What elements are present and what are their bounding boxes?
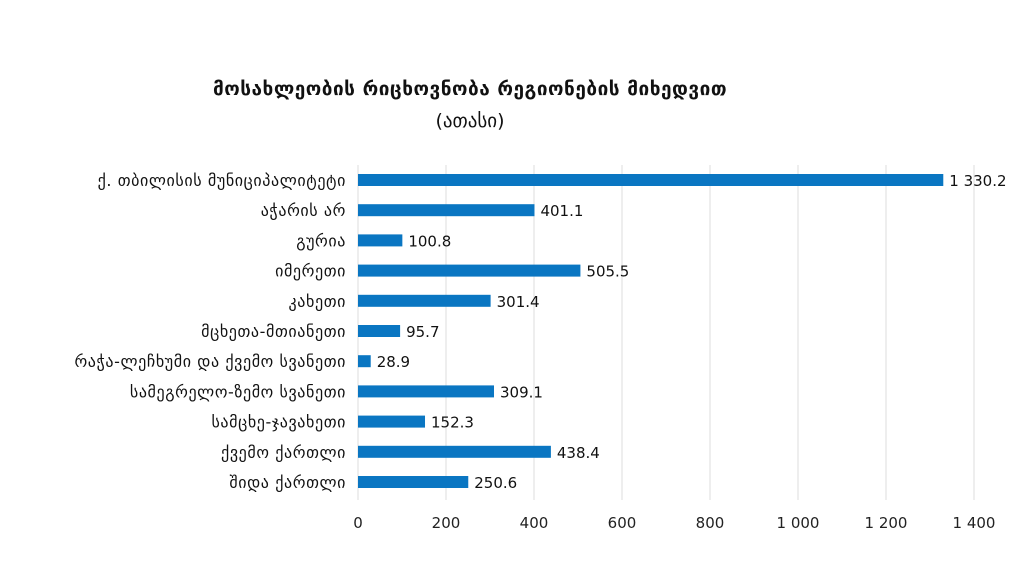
bar — [358, 294, 491, 307]
category-labels: ქ. თბილისის მუნიციპალიტეტი აჭარის არ გურია… — [74, 171, 346, 492]
category-label: ქ. თბილისის მუნიციპალიტეტი — [98, 171, 346, 190]
bar — [358, 234, 403, 247]
category-label: გურია — [296, 231, 346, 250]
x-axis-ticks: 0 200 400 600 800 1 000 1 200 1 400 — [353, 514, 995, 532]
category-label: ქვემო ქართლი — [221, 443, 346, 462]
x-tick-label: 1 200 — [865, 514, 908, 532]
category-label: მცხეთა-მთიანეთი — [201, 322, 346, 341]
data-label: 401.1 — [540, 202, 583, 220]
gridlines — [357, 165, 975, 500]
category-label: შიდა ქართლი — [229, 473, 346, 492]
x-tick-label: 1 400 — [953, 514, 996, 532]
x-tick-label: 1 000 — [777, 514, 820, 532]
chart-subtitle: (ათასი) — [435, 110, 505, 132]
data-label: 100.8 — [408, 232, 451, 250]
bar — [358, 325, 401, 337]
data-label: 95.7 — [406, 323, 439, 341]
data-label: 152.3 — [431, 414, 474, 432]
value-labels: 1 330.2 401.1 100.8 505.5 301.4 95.7 28.9 309.1… — [377, 172, 1007, 492]
data-label: 1 330.2 — [949, 172, 1006, 190]
bar — [358, 476, 469, 488]
bar — [358, 445, 551, 458]
chart-title: მოსახლეობის რიცხოვნობა რეგიონების მიხედვ… — [212, 78, 728, 100]
category-label: იმერეთი — [275, 262, 346, 281]
x-tick-label: 600 — [608, 514, 637, 532]
data-label: 28.9 — [377, 353, 410, 371]
data-label: 309.1 — [500, 383, 543, 401]
bar — [358, 174, 944, 186]
bar — [358, 385, 495, 398]
bar — [358, 415, 426, 428]
data-label: 438.4 — [557, 444, 600, 462]
bar — [358, 355, 371, 368]
x-tick-label: 0 — [353, 514, 363, 532]
data-label: 301.4 — [497, 293, 540, 311]
category-label: სამეგრელო-ზემო სვანეთი — [130, 382, 346, 401]
bar — [358, 264, 581, 277]
x-tick-label: 200 — [432, 514, 461, 532]
x-tick-label: 800 — [696, 514, 725, 532]
data-label: 505.5 — [586, 263, 629, 281]
data-label: 250.6 — [474, 474, 517, 492]
category-label: რაჭა-ლეჩხუმი და ქვემო სვანეთი — [74, 352, 346, 371]
category-label: სამცხე-ჯავახეთი — [211, 413, 346, 432]
x-tick-label: 400 — [520, 514, 549, 532]
category-label: კახეთი — [289, 292, 346, 311]
bars — [358, 174, 944, 488]
category-label: აჭარის არ — [261, 201, 346, 220]
bar — [358, 204, 535, 217]
